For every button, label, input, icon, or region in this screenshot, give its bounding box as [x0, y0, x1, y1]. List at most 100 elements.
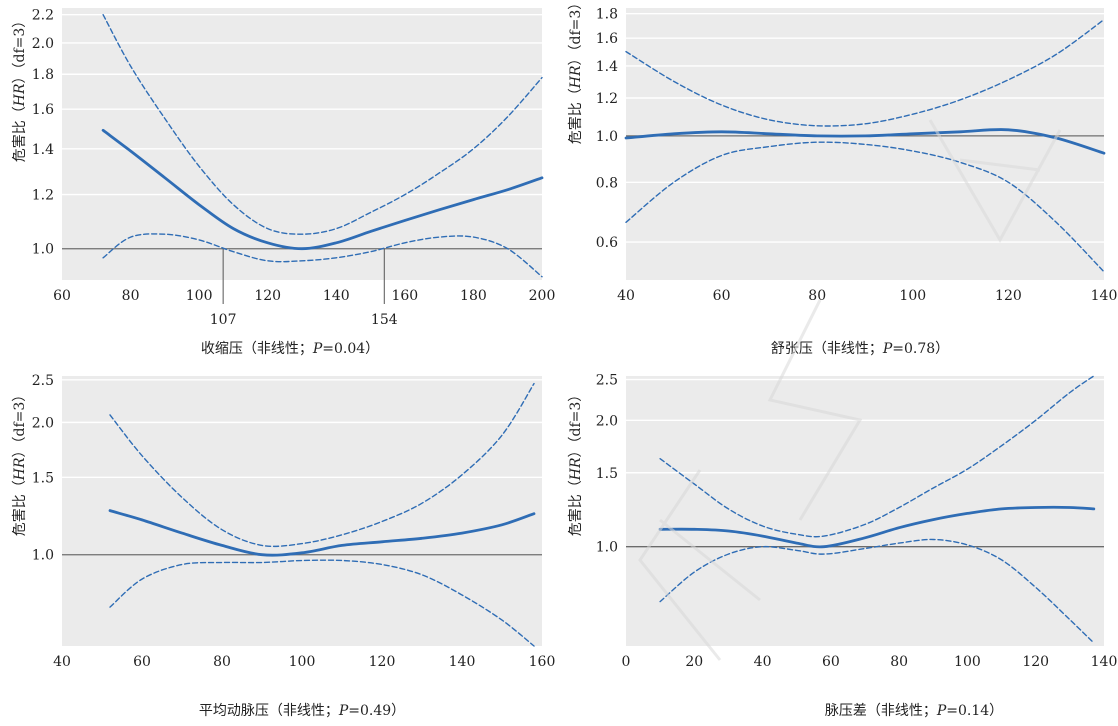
x-tick-label: 40	[617, 288, 635, 304]
panel-diastolic-y-ticks: 0.6 0.8 1.0 1.2 1.4 1.6 1.8	[596, 7, 618, 251]
panel-pulse-pressure-xlabel: 脉压差（非线性；P=0.14）	[825, 703, 1003, 719]
y-tick-label: 1.5	[32, 470, 54, 486]
ci-lower-line	[109, 559, 535, 647]
xlabel-tail: =0.78）	[892, 341, 949, 357]
xlabel-tail: =0.49）	[348, 703, 405, 719]
x-tick-label: 140	[1091, 288, 1118, 304]
x-tick-label: 140	[1091, 654, 1118, 670]
panel-pulse-pressure: 1.0 1.5 2.0 2.5 0 20 40 60 80 100 120 140 危害比（HR）（…	[568, 373, 1117, 719]
ci-upper-line	[659, 375, 1095, 538]
panel-systolic-plot-bg	[62, 8, 542, 280]
y-tick-label: 1.8	[32, 67, 54, 83]
y-tick-label: 1.4	[32, 142, 54, 158]
y-tick-label: 2.5	[596, 373, 618, 389]
hr-estimate-line	[101, 128, 544, 251]
panel-systolic-grid	[62, 13, 542, 250]
ci-lower-line	[659, 538, 1095, 644]
xlabel-main: 平均动脉压（非线性；	[199, 703, 339, 719]
panel-mean-arterial-xlabel: 平均动脉压（非线性；P=0.49）	[199, 703, 405, 719]
ylabel-tail: ）（df=3）	[12, 388, 28, 458]
panel-pulse-pressure-y-ticks: 1.0 1.5 2.0 2.5	[596, 373, 618, 556]
panel-pulse-pressure-ylabel: 危害比（HR）（df=3）	[568, 388, 584, 537]
hr-estimate-line	[624, 128, 1106, 155]
panel-diastolic: 0.6 0.8 1.0 1.2 1.4 1.6 1.8 40 60 80 100 120 140 危害…	[568, 0, 1117, 357]
x-tick-label: 80	[213, 654, 231, 670]
ci-upper-line	[625, 18, 1105, 127]
y-tick-label: 1.5	[596, 466, 618, 482]
panel-diastolic-ylabel: 危害比（HR）（df=3）	[568, 0, 584, 144]
x-tick-label: 60	[822, 654, 840, 670]
y-tick-label: 2.5	[32, 373, 54, 389]
ci-upper-line	[109, 382, 535, 548]
x-tick-label: 140	[449, 654, 476, 670]
y-tick-label: 1.4	[596, 59, 618, 75]
hr-estimate-line	[108, 509, 536, 557]
ylabel-hr: HR	[12, 83, 28, 107]
x-tick-label: 120	[995, 288, 1022, 304]
panel-systolic-y-ticks: 1.0 1.2 1.4 1.6 1.8 2.0 2.2	[32, 8, 54, 258]
x-tick-label: 120	[254, 288, 281, 304]
ci-upper-line	[102, 14, 543, 235]
panel-mean-arterial-curves	[108, 382, 536, 647]
panel-mean-arterial-ylabel: 危害比（HR）（df=3）	[12, 388, 28, 537]
y-tick-label: 0.8	[596, 175, 618, 191]
ylabel-main: 危害比（	[12, 106, 28, 162]
ylabel-main: 危害比（	[12, 480, 28, 536]
y-tick-label: 1.2	[32, 188, 54, 204]
xlabel-p: P	[312, 341, 323, 357]
xlabel-main: 脉压差（非线性；	[825, 703, 937, 719]
x-tick-label: 80	[808, 288, 826, 304]
ylabel-tail: ）（df=3）	[12, 14, 28, 84]
x-tick-label: 80	[122, 288, 140, 304]
ylabel-hr: HR	[568, 457, 584, 481]
panel-mean-arterial-plot-bg	[62, 376, 542, 646]
x-tick-label: 60	[53, 288, 71, 304]
panel-systolic: 107 154 1.01.21.41.61.82.02.2 60 80 100 120 1…	[12, 8, 555, 357]
y-tick-label: 1.2	[596, 91, 618, 107]
xlabel-p: P	[882, 341, 893, 357]
x-tick-label: 100	[954, 654, 981, 670]
panel-systolic-x-ticks: 60 80 100 120 140 160 180 200	[53, 288, 555, 304]
x-tick-label: 120	[1022, 654, 1049, 670]
ci-lower-line	[102, 233, 543, 278]
x-tick-label: 20	[685, 654, 703, 670]
x-tick-label: 60	[713, 288, 731, 304]
xlabel-tail: =0.04）	[322, 341, 379, 357]
ylabel-main: 危害比（	[568, 88, 584, 144]
ci-lower-line	[625, 141, 1105, 273]
y-tick-label: 1.8	[596, 7, 618, 23]
x-tick-label: 100	[899, 288, 926, 304]
x-tick-label: 180	[460, 288, 487, 304]
ylabel-tail: ）（df=3）	[568, 0, 584, 66]
y-tick-label: 1.0	[596, 540, 618, 556]
panel-systolic-ylabel: 危害比（HR）（df=3）	[12, 14, 28, 163]
x-tick-label: 40	[754, 654, 772, 670]
hr-estimate-line	[658, 505, 1096, 549]
ylabel-main: 危害比（	[568, 480, 584, 536]
xlabel-main: 舒张压（非线性；	[771, 341, 883, 357]
panel-diastolic-curves	[624, 18, 1106, 273]
y-tick-label: 1.6	[596, 31, 618, 47]
x-tick-label: 140	[323, 288, 350, 304]
xlabel-p: P	[338, 703, 349, 719]
x-tick-label: 100	[289, 654, 316, 670]
ylabel-tail: ）（df=3）	[568, 388, 584, 458]
annotation-label: 107	[210, 312, 237, 328]
panel-pulse-pressure-plot-bg	[626, 376, 1104, 646]
panel-mean-arterial: 1.0 1.5 2.0 2.5 40 60 80 100 120 140 160 危害比（HR）（…	[12, 373, 555, 719]
panel-mean-arterial-x-ticks: 40 60 80 100 120 140 160	[53, 654, 555, 670]
panel-systolic-annotations: 107 154	[210, 248, 398, 328]
y-tick-label: 2.0	[596, 413, 618, 429]
x-tick-label: 160	[391, 288, 418, 304]
x-tick-label: 200	[529, 288, 556, 304]
x-tick-label: 160	[529, 654, 556, 670]
x-tick-label: 0	[622, 654, 631, 670]
ylabel-hr: HR	[568, 65, 584, 89]
panel-mean-arterial-y-ticks: 1.0 1.5 2.0 2.5	[32, 373, 54, 564]
y-tick-label: 2.0	[32, 36, 54, 52]
annotation-label: 154	[371, 312, 398, 328]
panel-diastolic-x-ticks: 40 60 80 100 120 140	[617, 288, 1117, 304]
y-tick-label: 2.0	[32, 415, 54, 431]
panel-diastolic-xlabel: 舒张压（非线性；P=0.78）	[771, 341, 949, 357]
